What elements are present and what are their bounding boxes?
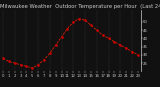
Text: Milwaukee Weather  Outdoor Temperature per Hour  (Last 24 Hours): Milwaukee Weather Outdoor Temperature pe… [0, 4, 160, 9]
